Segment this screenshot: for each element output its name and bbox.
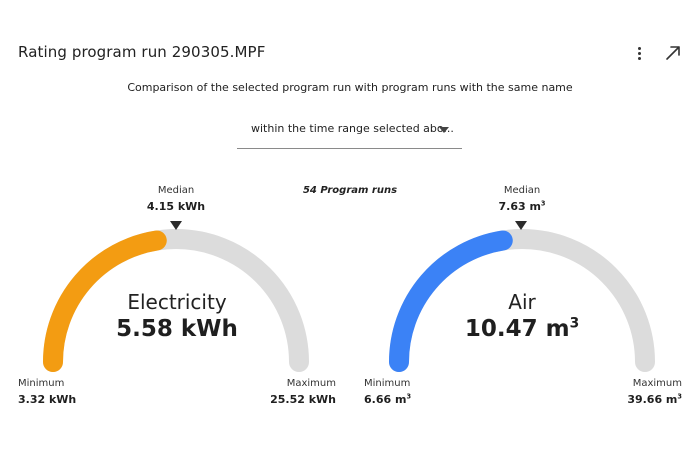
air-gauge-fill <box>389 230 513 372</box>
electricity-value: 5.58 kWh <box>116 316 238 342</box>
electricity-maximum-label: Maximum <box>286 378 336 389</box>
electricity-median-value: 4.15 kWh <box>146 200 206 213</box>
air-minimum-label: Minimum <box>364 378 411 389</box>
electricity-name: Electricity <box>127 290 227 314</box>
time-range-value: within the time range selected abo... <box>251 122 454 135</box>
air-median-label: Median <box>503 185 541 196</box>
time-range-select[interactable]: within the time range selected abo... <box>237 116 462 149</box>
comparison-subtitle: Comparison of the selected program run w… <box>127 81 573 94</box>
electricity-minimum-label: Minimum <box>18 378 65 389</box>
air-maximum-value: 39.66 m3 <box>627 392 682 406</box>
electricity-minimum-value: 3.32 kWh <box>18 393 77 406</box>
air-minimum-value: 6.66 m3 <box>364 392 412 406</box>
electricity-gauge-fill <box>43 230 167 372</box>
expand-arrow-icon <box>666 46 680 60</box>
electricity-median-marker <box>170 221 182 230</box>
air-value: 10.47 m3 <box>464 315 580 342</box>
more-vertical-icon <box>637 46 641 60</box>
electricity-median-label: Median <box>157 185 195 196</box>
more-options-button[interactable] <box>628 42 650 64</box>
caret-down-icon <box>439 127 449 133</box>
air-median-marker <box>515 221 527 230</box>
air-median-value: 7.63 m3 <box>498 199 546 213</box>
air-gauge <box>389 221 655 372</box>
electricity-maximum-value: 25.52 kWh <box>270 393 336 406</box>
air-maximum-label: Maximum <box>632 378 682 389</box>
program-runs-count: 54 Program runs <box>302 185 398 196</box>
electricity-gauge <box>43 221 309 372</box>
expand-button[interactable] <box>664 44 682 62</box>
air-name: Air <box>508 290 536 314</box>
card-title: Rating program run 290305.MPF <box>18 43 266 61</box>
